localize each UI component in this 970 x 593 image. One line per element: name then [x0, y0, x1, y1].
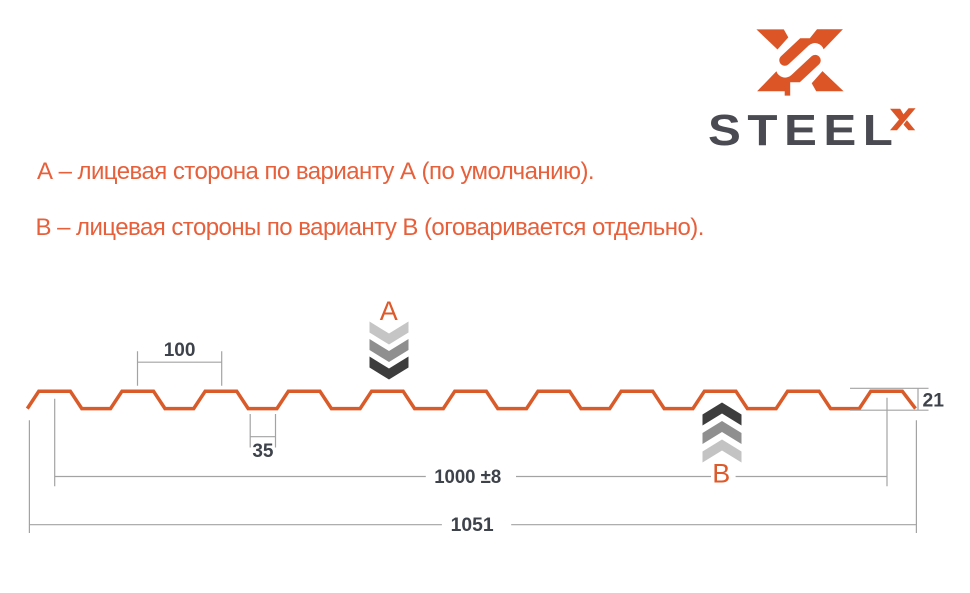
svg-text:А: А: [380, 296, 398, 326]
svg-text:35: 35: [252, 441, 274, 462]
svg-text:21: 21: [923, 391, 945, 412]
svg-text:В: В: [712, 459, 730, 489]
svg-text:1000 ±8: 1000 ±8: [434, 467, 501, 488]
svg-text:1051: 1051: [451, 515, 494, 536]
svg-text:100: 100: [164, 340, 196, 361]
